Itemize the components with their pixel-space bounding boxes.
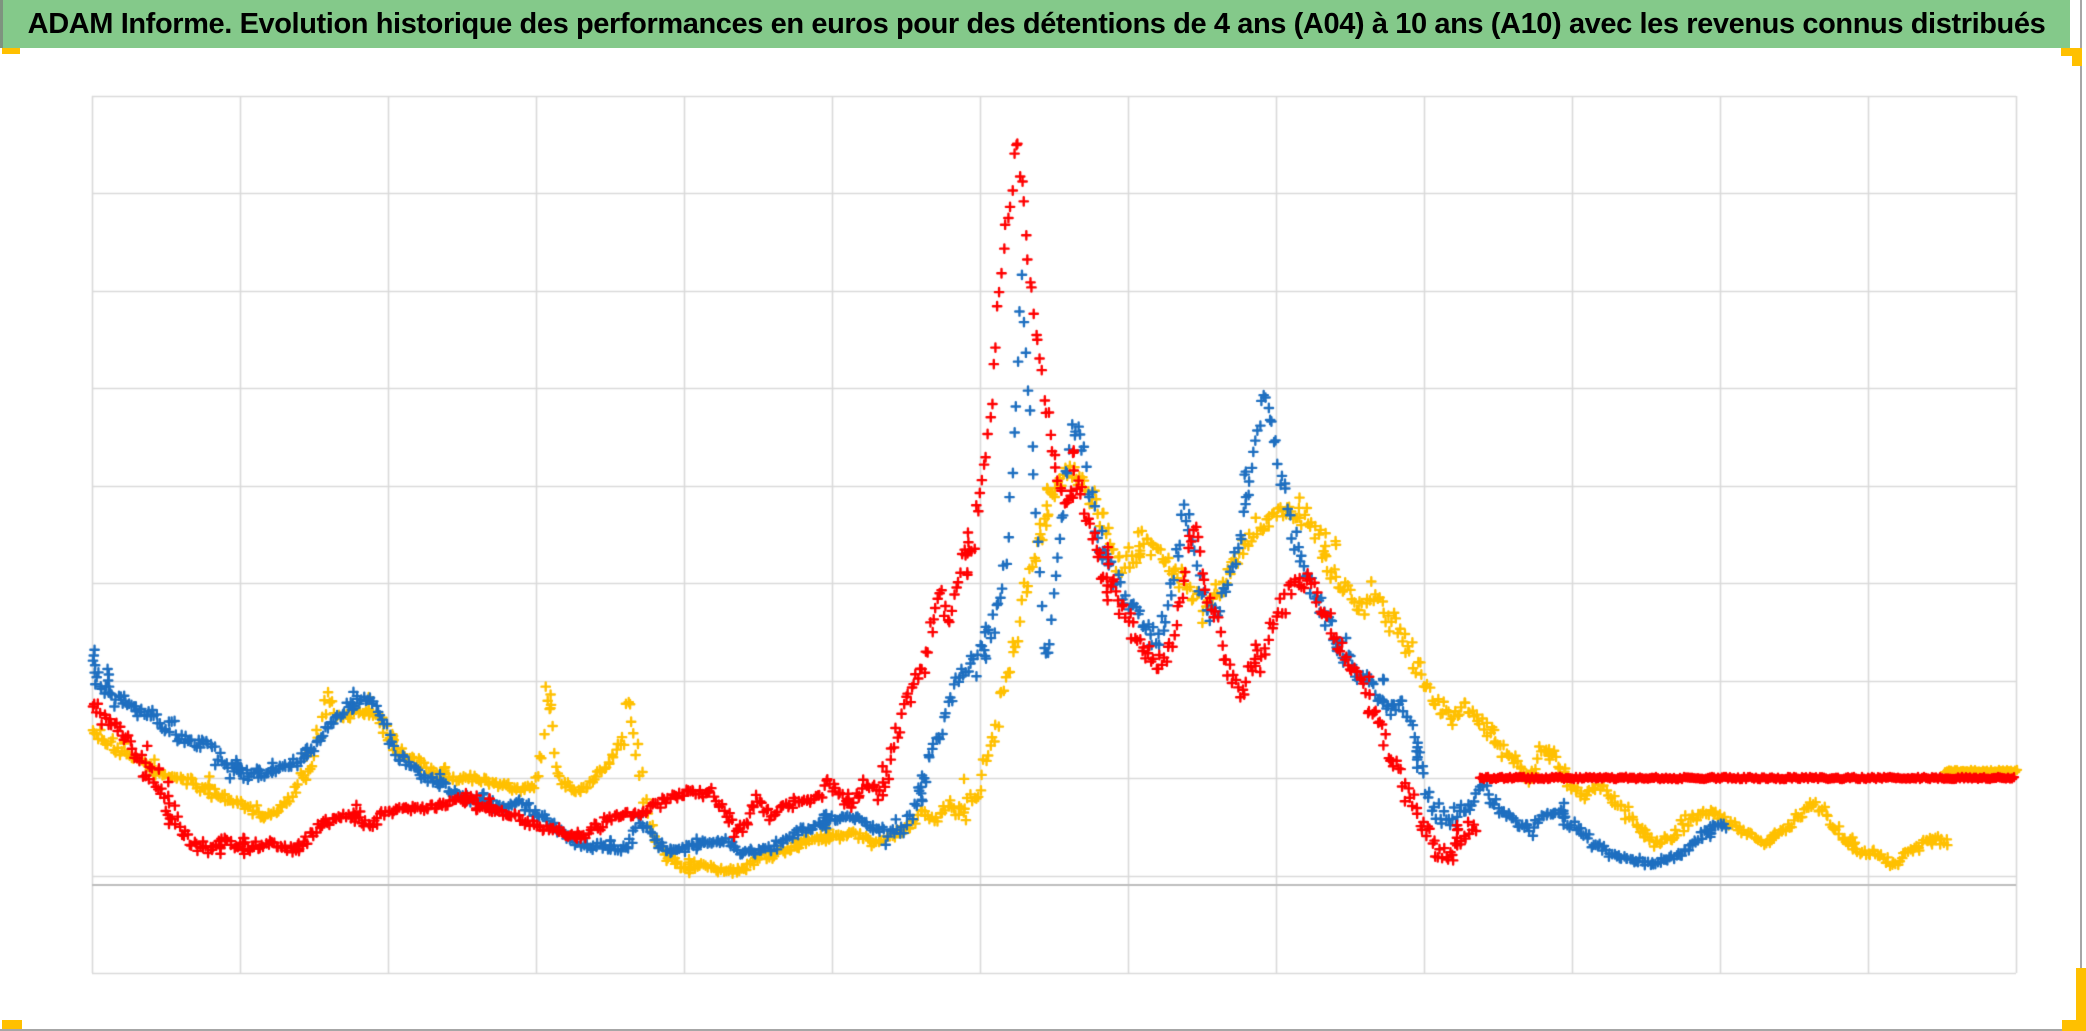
corner-accent-bottom-right-vertical [2076,968,2086,1031]
page-right-border [2080,0,2082,1031]
corner-accent-bottom-right [2062,1020,2086,1031]
page-bottom-border [0,1029,2086,1031]
corner-accent-top-right-vertical [2072,48,2082,66]
corner-accent-top-left [2,48,20,54]
corner-accent-bottom-left [2,1020,22,1029]
corner-accent-top-right [2061,48,2082,56]
